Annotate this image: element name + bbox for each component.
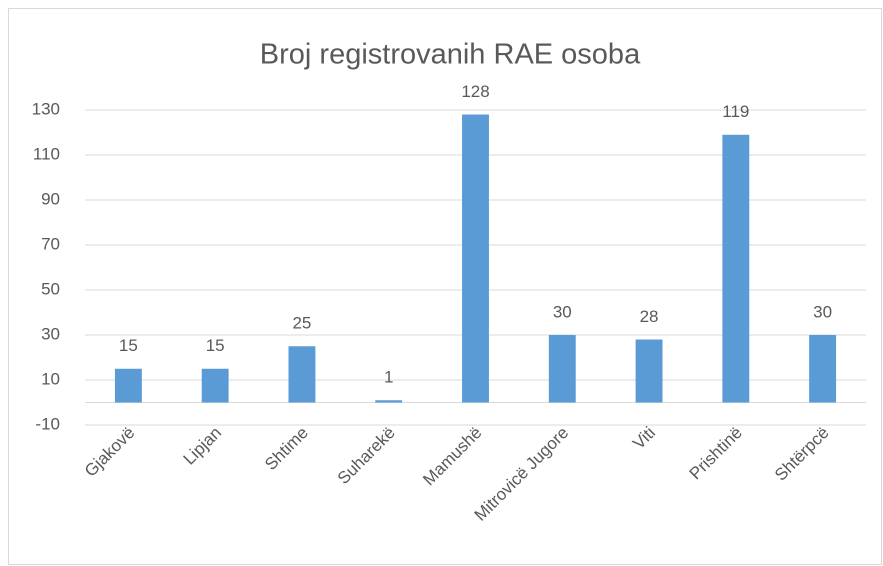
data-label: 128 — [461, 82, 489, 101]
y-tick-label: 130 — [32, 99, 60, 118]
chart-frame — [8, 8, 882, 565]
bar — [548, 335, 576, 403]
bar — [722, 134, 750, 403]
bar — [375, 400, 403, 403]
data-label: 28 — [640, 307, 659, 326]
data-label: 15 — [206, 336, 225, 355]
bar — [288, 346, 316, 403]
data-label: 30 — [813, 302, 832, 321]
bar — [201, 368, 229, 403]
data-label: 119 — [722, 102, 749, 121]
y-tick-label: 50 — [41, 279, 60, 298]
bar — [114, 368, 142, 403]
y-tick-label: 90 — [41, 189, 60, 208]
bar — [635, 339, 663, 403]
data-label: 1 — [384, 368, 393, 387]
y-tick-label: 30 — [41, 324, 60, 343]
data-label: 25 — [292, 314, 311, 333]
y-tick-label: 70 — [41, 234, 60, 253]
bar — [809, 335, 837, 403]
y-tick-label: 110 — [33, 144, 60, 163]
data-label: 30 — [553, 302, 572, 321]
y-tick-label: 10 — [41, 369, 60, 388]
bar — [462, 114, 489, 403]
data-label: 15 — [119, 336, 138, 355]
chart-title: Broj registrovanih RAE osoba — [260, 39, 641, 71]
y-tick-label: -10 — [35, 414, 60, 433]
